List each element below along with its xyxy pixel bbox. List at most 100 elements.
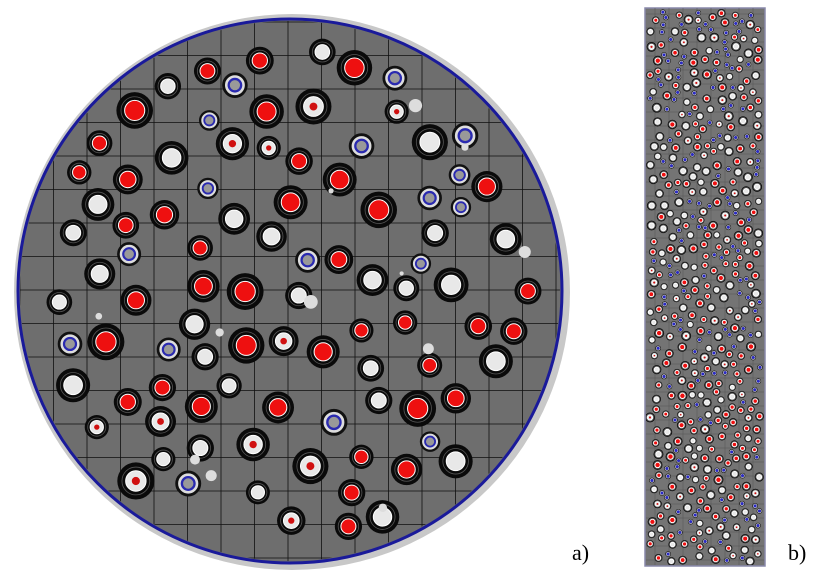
particle-core (733, 272, 737, 276)
particle-core (657, 347, 660, 350)
particle-core (668, 454, 673, 459)
particle-core (345, 58, 365, 78)
particle-core (724, 371, 727, 374)
particle-core (656, 451, 661, 456)
particle-core (673, 98, 676, 101)
particle-core (704, 476, 708, 480)
particle-core (701, 189, 706, 194)
particle-core (735, 372, 739, 376)
fine-particle (328, 188, 333, 193)
particle-core (754, 310, 757, 313)
particle-center (741, 394, 743, 396)
particle-core (704, 540, 707, 543)
particle-center (724, 363, 726, 365)
particle-core (691, 174, 696, 179)
particle-core (292, 154, 307, 169)
particle-core (688, 323, 692, 327)
particle-center (708, 530, 710, 532)
particle-center (693, 466, 695, 468)
particle-core (420, 132, 440, 152)
particle-core (756, 317, 760, 321)
particle-core (715, 408, 719, 412)
particle-core (717, 175, 720, 178)
particle-core (742, 107, 745, 110)
particle-center (288, 518, 294, 524)
particle-core (685, 100, 689, 104)
particle-core (699, 393, 703, 397)
particle-core (744, 484, 749, 489)
particle-core (656, 556, 660, 560)
particle-core (506, 324, 521, 339)
particle-core (656, 330, 661, 335)
particle-core (650, 338, 654, 342)
particle-core (676, 200, 681, 205)
particle-core (752, 448, 756, 452)
particle-core (729, 104, 732, 107)
particle-core (757, 474, 762, 479)
particle-core (424, 192, 436, 204)
particle-core (698, 338, 701, 341)
particle-center (699, 532, 701, 534)
particle-core (725, 135, 730, 140)
particle-core (686, 476, 689, 479)
particle-core (699, 418, 702, 421)
particle-core (727, 546, 731, 550)
particle-core (652, 259, 655, 262)
particle-core (705, 233, 710, 238)
particle-core (722, 320, 726, 324)
particle-core (675, 371, 679, 375)
particle-core (748, 105, 752, 109)
particle-core (688, 233, 692, 237)
particle-core (706, 294, 710, 298)
particle-core (705, 284, 709, 288)
particle-core (681, 305, 686, 310)
particle-core (331, 252, 347, 268)
particle-core (728, 333, 731, 336)
particle-core (714, 390, 718, 394)
particle-core (355, 140, 368, 153)
particle-core (674, 283, 678, 287)
particle-core (719, 541, 722, 544)
particle-core (676, 271, 679, 274)
particle-core (713, 352, 716, 355)
particle-core (92, 136, 106, 150)
particle-core (756, 332, 760, 336)
particle-core (757, 199, 761, 203)
particle-core (746, 464, 751, 469)
particle-core (662, 23, 665, 26)
particle-core (714, 69, 717, 72)
particle-core (741, 474, 744, 477)
particle-core (118, 218, 133, 233)
particle-core (676, 132, 680, 136)
particle-core (695, 165, 700, 170)
particle-core (747, 263, 752, 268)
particle-core (743, 510, 747, 514)
particle-core (699, 35, 704, 40)
particle-core (679, 319, 682, 322)
particle-center (657, 503, 659, 505)
particle-core (704, 169, 709, 174)
particle-core (655, 119, 660, 124)
particle-core (713, 253, 716, 256)
particle-core (758, 510, 761, 513)
particle-core (738, 379, 742, 383)
particle-core (744, 426, 748, 430)
particle-core (369, 200, 389, 220)
particle-core (236, 335, 256, 355)
particle-core (663, 54, 666, 57)
particle-core (713, 372, 716, 375)
particle-core (718, 276, 723, 281)
particle-core (678, 475, 683, 480)
particle-core (162, 149, 181, 168)
particle-core (670, 542, 675, 547)
particle-core (704, 400, 709, 405)
particle-core (704, 96, 709, 101)
particle-core (717, 456, 722, 461)
fine-particle (216, 328, 224, 336)
particle-core (744, 454, 749, 459)
particle-core (269, 399, 287, 417)
particle-core (699, 218, 703, 222)
particle-core (157, 452, 170, 465)
particle-core (758, 301, 761, 304)
particle-core (657, 273, 661, 277)
